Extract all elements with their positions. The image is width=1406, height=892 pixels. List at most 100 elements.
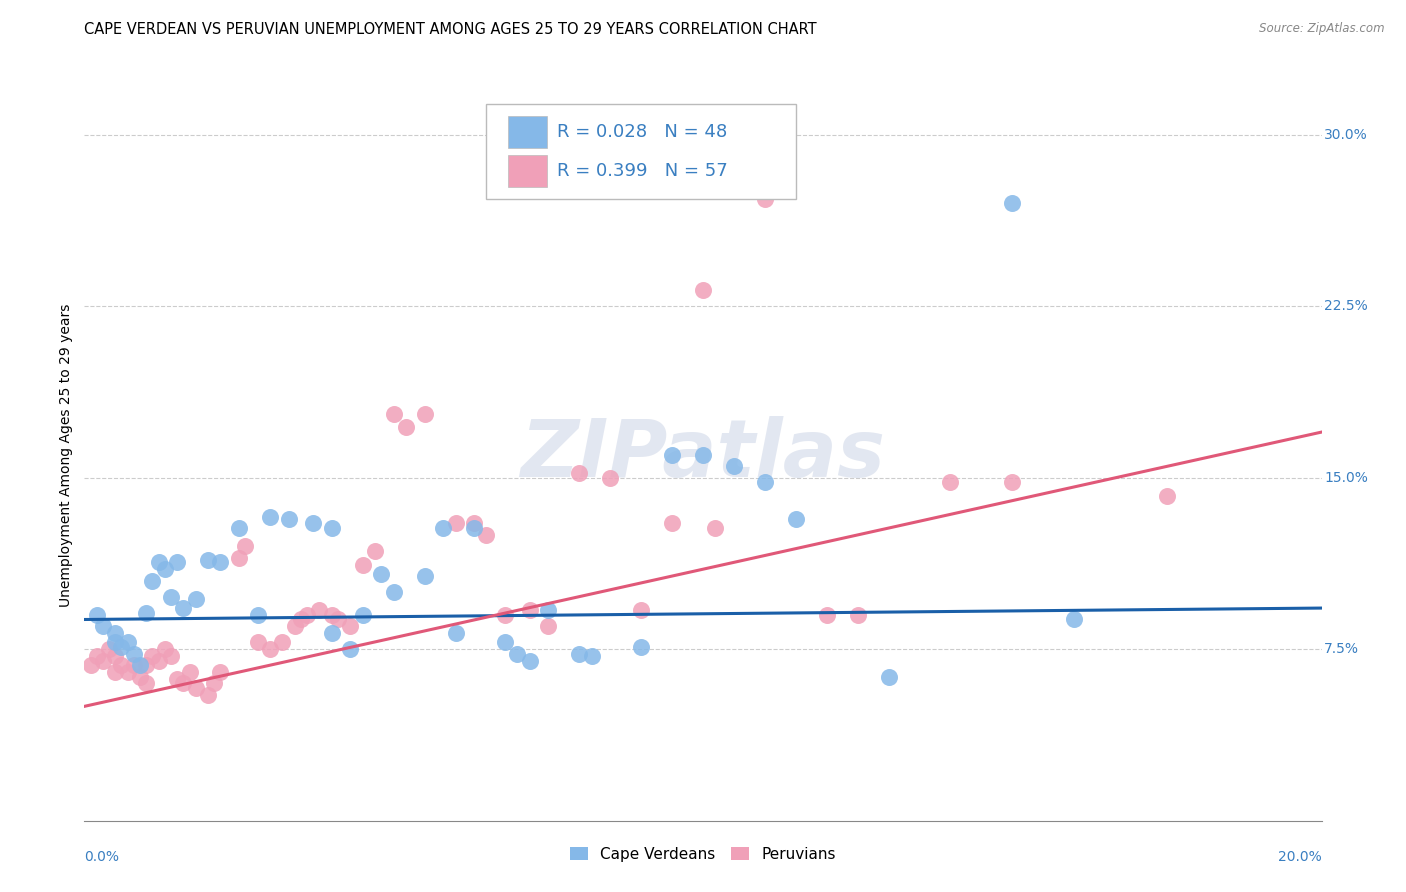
Point (202, 676, 225, 690)
Point (630, 640, 652, 654)
Point (284, 619, 307, 633)
Point (197, 688, 219, 702)
Point (1156, 489, 1178, 503)
Point (184, 681, 207, 695)
Point (228, 521, 250, 535)
Point (463, 516, 485, 531)
Point (228, 550, 250, 565)
Point (537, 619, 560, 633)
Point (129, 670, 152, 684)
Point (630, 603, 652, 617)
Text: CAPE VERDEAN VS PERUVIAN UNEMPLOYMENT AMONG AGES 25 TO 29 YEARS CORRELATION CHAR: CAPE VERDEAN VS PERUVIAN UNEMPLOYMENT AM… (84, 22, 817, 37)
Point (148, 555, 170, 569)
FancyBboxPatch shape (508, 116, 547, 148)
Point (141, 574, 163, 588)
Point (432, 521, 454, 535)
Point (233, 539, 256, 553)
Point (166, 555, 188, 569)
Point (754, 475, 776, 490)
Point (122, 658, 145, 673)
Point (1063, 613, 1085, 627)
Text: 7.5%: 7.5% (1324, 642, 1360, 657)
Point (815, 607, 838, 622)
Point (135, 676, 157, 690)
Point (568, 647, 591, 661)
FancyBboxPatch shape (486, 103, 796, 199)
Point (382, 407, 405, 421)
Point (172, 601, 194, 615)
Point (519, 603, 541, 617)
Point (117, 635, 139, 649)
Point (122, 647, 145, 661)
Point (463, 521, 485, 535)
Point (704, 521, 727, 535)
Text: 20.0%: 20.0% (1278, 850, 1322, 863)
Text: Source: ZipAtlas.com: Source: ZipAtlas.com (1260, 22, 1385, 36)
Point (475, 528, 498, 542)
Point (326, 613, 349, 627)
Point (197, 553, 219, 567)
Point (153, 562, 176, 576)
Point (568, 466, 591, 480)
Point (209, 665, 232, 679)
Y-axis label: Unemployment Among Ages 25 to 29 years: Unemployment Among Ages 25 to 29 years (59, 303, 73, 607)
Point (321, 521, 343, 535)
Point (321, 607, 343, 622)
Text: 0.0%: 0.0% (84, 850, 120, 863)
Point (295, 607, 318, 622)
Point (877, 670, 900, 684)
Text: R = 0.399   N = 57: R = 0.399 N = 57 (557, 161, 728, 179)
Point (110, 658, 132, 673)
Point (581, 649, 603, 664)
Point (444, 516, 467, 531)
Point (148, 654, 170, 668)
Point (179, 665, 201, 679)
Point (110, 640, 132, 654)
Point (104, 635, 127, 649)
Point (494, 607, 516, 622)
Text: 15.0%: 15.0% (1324, 471, 1368, 484)
Point (153, 642, 176, 657)
Point (91, 619, 114, 633)
Point (86, 649, 108, 664)
Point (160, 649, 183, 664)
Point (723, 459, 745, 474)
Point (259, 509, 281, 524)
Legend: Cape Verdeans, Peruvians: Cape Verdeans, Peruvians (564, 840, 842, 868)
Point (846, 607, 869, 622)
Point (413, 407, 436, 421)
Point (692, 448, 714, 462)
Point (184, 591, 207, 606)
Point (939, 475, 962, 490)
Point (1001, 475, 1024, 490)
Point (135, 606, 157, 620)
Point (86, 607, 108, 622)
Point (308, 603, 330, 617)
Point (91, 654, 114, 668)
Point (364, 544, 387, 558)
Point (506, 647, 529, 661)
Point (129, 658, 152, 673)
Point (444, 626, 467, 640)
Point (382, 585, 405, 599)
Point (370, 566, 392, 581)
Point (494, 635, 516, 649)
Text: 30.0%: 30.0% (1324, 128, 1368, 142)
Point (661, 448, 683, 462)
Point (172, 676, 194, 690)
Point (209, 555, 232, 569)
Point (104, 665, 127, 679)
Point (599, 471, 621, 485)
Point (413, 569, 436, 583)
Text: 22.5%: 22.5% (1324, 300, 1368, 313)
Point (321, 626, 343, 640)
Point (141, 649, 163, 664)
Point (1001, 196, 1024, 211)
Point (537, 603, 560, 617)
Point (352, 558, 374, 572)
Point (135, 658, 157, 673)
Text: ZIPatlas: ZIPatlas (520, 416, 886, 494)
Point (104, 626, 127, 640)
Point (79, 658, 101, 673)
Point (277, 512, 299, 526)
